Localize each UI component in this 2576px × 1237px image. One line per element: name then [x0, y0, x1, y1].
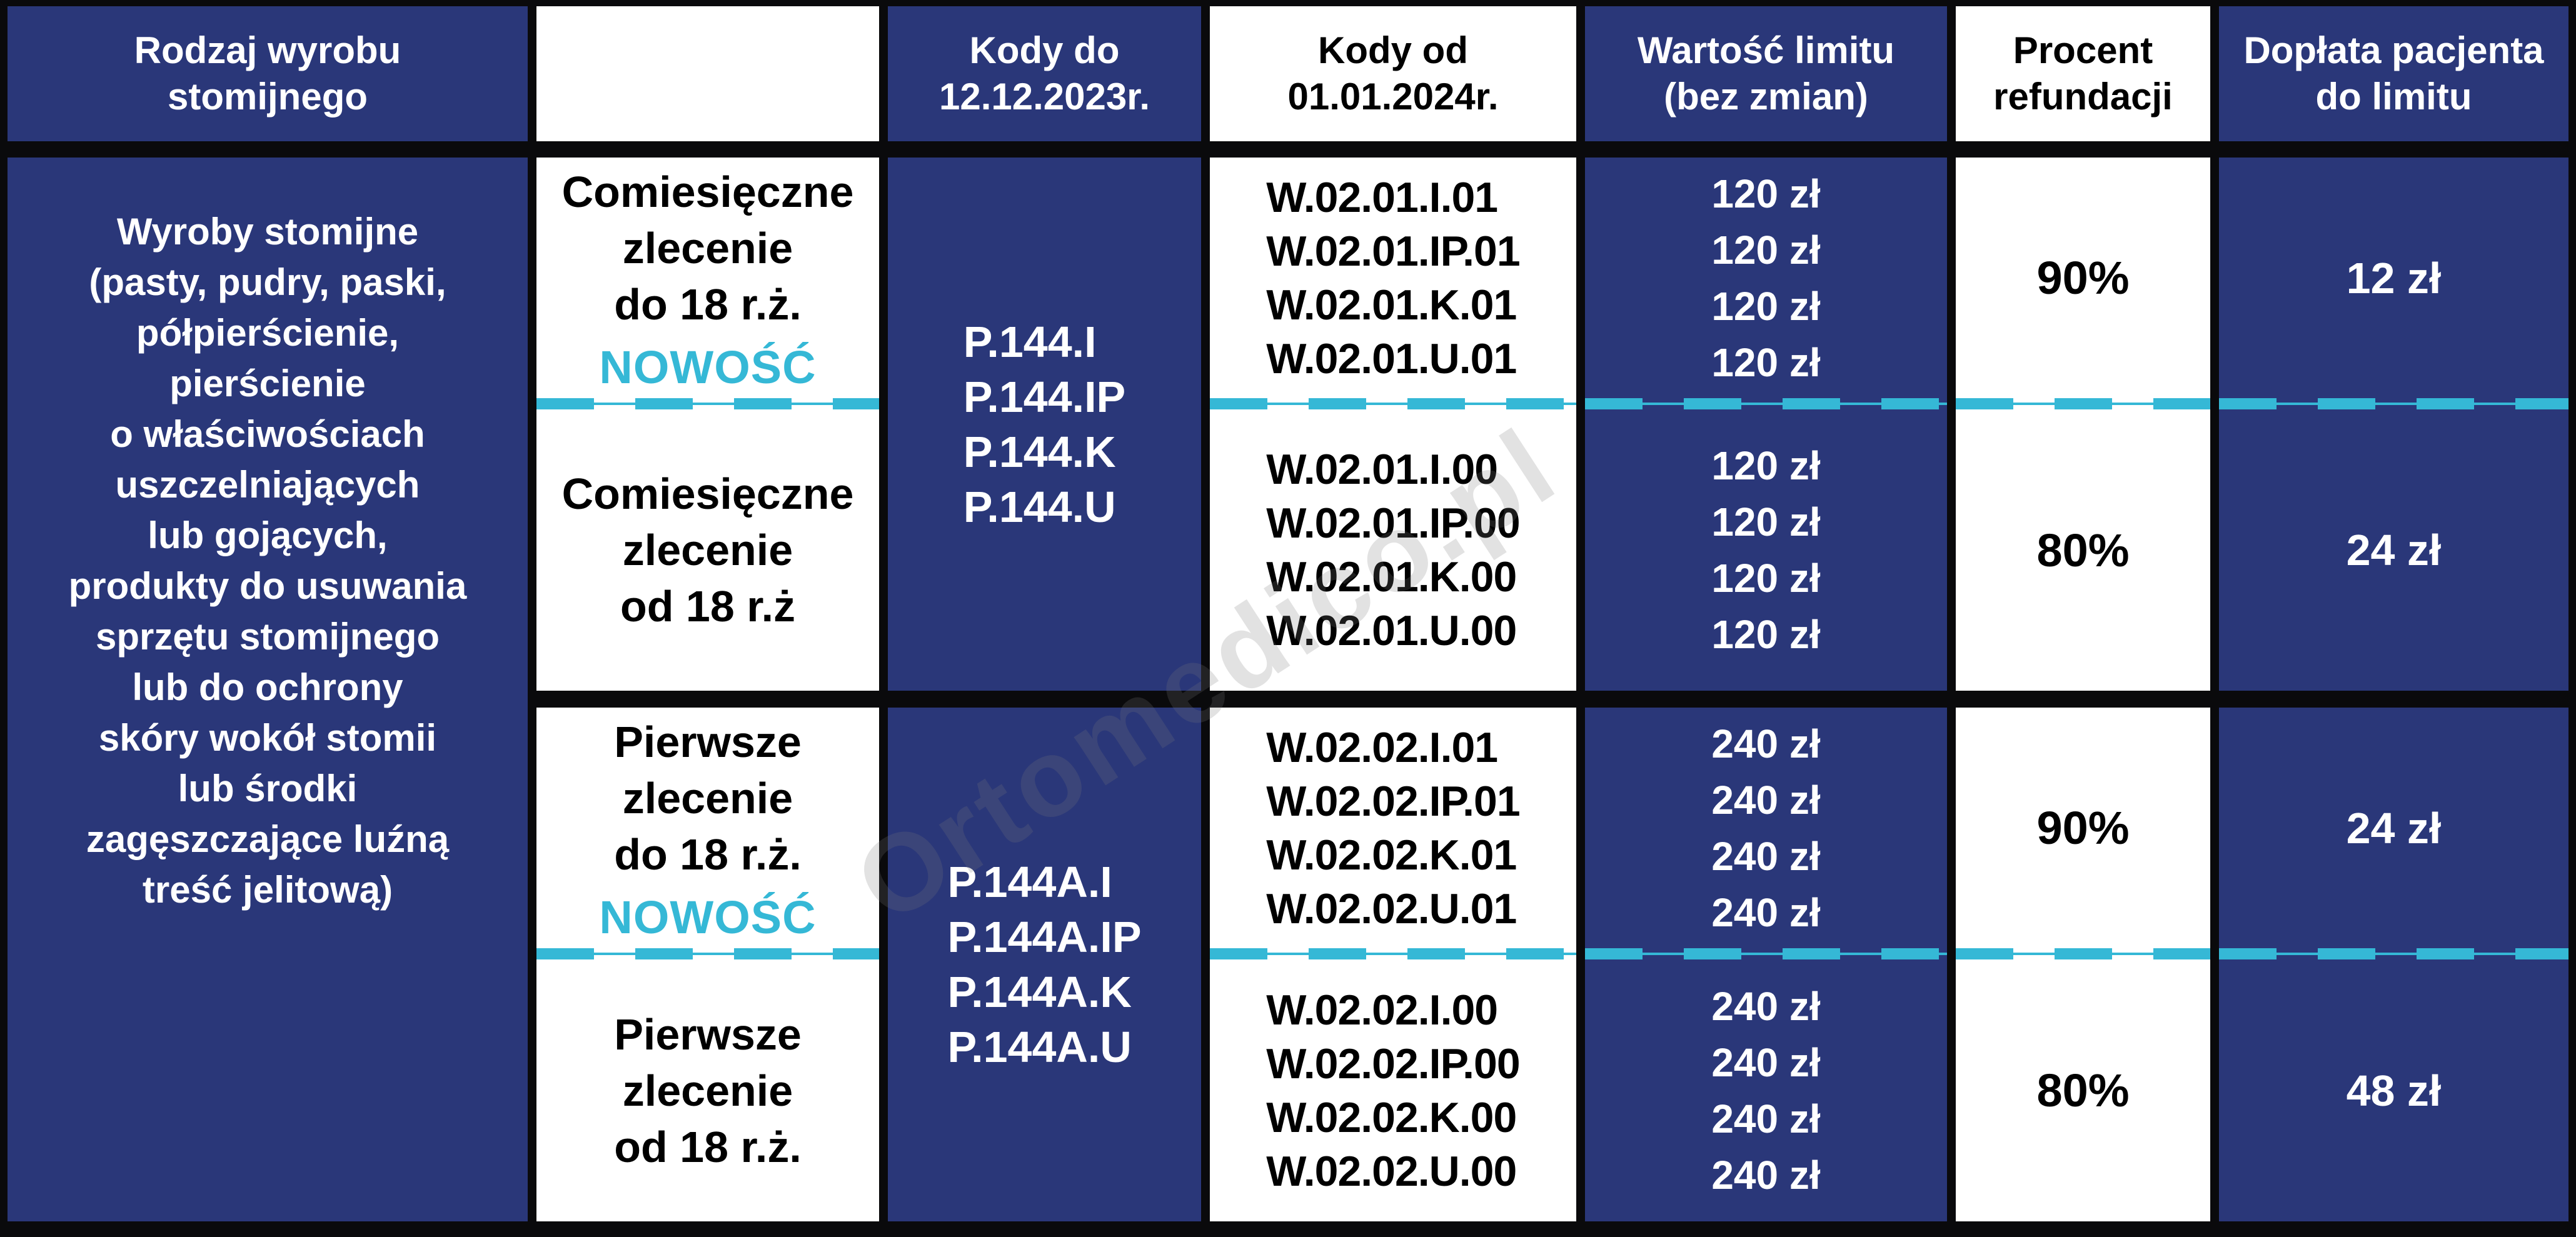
codes-old-band-2: P.144A.I P.144A.IP P.144A.K P.144A.U — [888, 708, 1201, 1221]
copay-value: 12 zł — [2346, 253, 2442, 303]
order-text: Comiesięczne zlecenie od 18 r.ż — [561, 469, 854, 631]
refund-value: 80% — [2036, 1064, 2130, 1116]
copay-band-2: 24 zł 48 zł — [2219, 708, 2568, 1221]
header-codes-old: Kody do 12.12.2023r. — [888, 6, 1201, 141]
dashed-divider — [2219, 398, 2568, 409]
order-text: Comiesięczne zlecenie do 18 r.ż. — [561, 167, 854, 329]
limit-values: 240 zł 240 zł 240 zł 240 zł — [1711, 983, 1821, 1198]
dashed-divider — [536, 948, 879, 959]
dashed-divider — [2219, 948, 2568, 959]
codes-new-band-1: W.02.01.I.01 W.02.01.IP.01 W.02.01.K.01 … — [1210, 158, 1576, 691]
copay-row: 48 zł — [2219, 959, 2568, 1221]
order-row-monthly-over18: Comiesięczne zlecenie od 18 r.ż — [536, 409, 879, 691]
refund-value: 80% — [2036, 524, 2130, 576]
limit-row: 120 zł 120 zł 120 zł 120 zł — [1585, 409, 1947, 691]
codes-new-row: W.02.02.I.00 W.02.02.IP.00 W.02.02.K.00 … — [1210, 959, 1576, 1221]
refund-band-2: 90% 80% — [1956, 708, 2210, 1221]
refund-row: 80% — [1956, 409, 2210, 691]
header-codes-new: Kody od 01.01.2024r. — [1210, 6, 1576, 141]
limit-values: 120 zł 120 zł 120 zł 120 zł — [1711, 443, 1821, 657]
order-type-band-2: Pierwsze zlecenie do 18 r.ż. NOWOŚĆ Pier… — [536, 708, 879, 1221]
copay-row: 24 zł — [2219, 409, 2568, 691]
codes-old-text: P.144A.I P.144A.IP P.144A.K P.144A.U — [947, 858, 1142, 1071]
new-badge: NOWOŚĆ — [599, 891, 817, 943]
dashed-divider — [1956, 948, 2210, 959]
copay-value: 24 zł — [2346, 803, 2442, 853]
codes-old-text: P.144.I P.144.IP P.144.K P.144.U — [963, 317, 1126, 531]
codes-new-row: W.02.01.I.01 W.02.01.IP.01 W.02.01.K.01 … — [1210, 158, 1576, 398]
header-patient-copay: Dopłata pacjenta do limitu — [2219, 6, 2568, 141]
refund-band-1: 90% 80% — [1956, 158, 2210, 691]
product-type-cell: Wyroby stomijne (pasty, pudry, paski, pó… — [8, 158, 528, 1221]
refund-value: 90% — [2036, 252, 2130, 304]
codes-new-text: W.02.01.I.00 W.02.01.IP.00 W.02.01.K.00 … — [1266, 446, 1520, 654]
limit-row: 240 zł 240 zł 240 zł 240 zł — [1585, 708, 1947, 948]
limit-band-2: 240 zł 240 zł 240 zł 240 zł 240 zł 240 z… — [1585, 708, 1947, 1221]
new-badge: NOWOŚĆ — [599, 341, 817, 393]
codes-new-band-2: W.02.02.I.01 W.02.02.IP.01 W.02.02.K.01 … — [1210, 708, 1576, 1221]
codes-new-text: W.02.02.I.00 W.02.02.IP.00 W.02.02.K.00 … — [1266, 986, 1520, 1195]
dashed-divider — [1585, 398, 1947, 409]
dashed-divider — [1956, 398, 2210, 409]
limit-values: 240 zł 240 zł 240 zł 240 zł — [1711, 721, 1821, 935]
order-row-monthly-under18: Comiesięczne zlecenie do 18 r.ż. NOWOŚĆ — [536, 158, 879, 398]
codes-new-row: W.02.02.I.01 W.02.02.IP.01 W.02.02.K.01 … — [1210, 708, 1576, 948]
order-type-band-1: Comiesięczne zlecenie do 18 r.ż. NOWOŚĆ … — [536, 158, 879, 691]
limit-band-1: 120 zł 120 zł 120 zł 120 zł 120 zł 120 z… — [1585, 158, 1947, 691]
refund-row: 90% — [1956, 158, 2210, 398]
product-type-text: Wyroby stomijne (pasty, pudry, paski, pó… — [68, 211, 467, 911]
codes-new-text: W.02.02.I.01 W.02.02.IP.01 W.02.02.K.01 … — [1266, 723, 1520, 933]
limit-row: 120 zł 120 zł 120 zł 120 zł — [1585, 158, 1947, 398]
refund-row: 80% — [1956, 959, 2210, 1221]
order-row-first-over18: Pierwsze zlecenie od 18 r.ż. — [536, 959, 879, 1221]
header-order-type — [536, 6, 879, 141]
dashed-divider — [1210, 398, 1576, 409]
limit-row: 240 zł 240 zł 240 zł 240 zł — [1585, 959, 1947, 1221]
header-limit-value: Wartość limitu (bez zmian) — [1585, 6, 1947, 141]
dashed-divider — [1585, 948, 1947, 959]
dashed-divider — [1210, 948, 1576, 959]
copay-row: 12 zł — [2219, 158, 2568, 398]
refund-row: 90% — [1956, 708, 2210, 948]
refund-value: 90% — [2036, 802, 2130, 854]
order-text: Pierwsze zlecenie do 18 r.ż. — [614, 717, 802, 879]
copay-row: 24 zł — [2219, 708, 2568, 948]
header-product-type: Rodzaj wyrobu stomijnego — [8, 6, 528, 141]
header-refund-percent: Procent refundacji — [1956, 6, 2210, 141]
copay-band-1: 12 zł 24 zł — [2219, 158, 2568, 691]
dashed-divider — [536, 398, 879, 409]
codes-new-text: W.02.01.I.01 W.02.01.IP.01 W.02.01.K.01 … — [1266, 173, 1520, 383]
limit-values: 120 zł 120 zł 120 zł 120 zł — [1711, 171, 1821, 385]
codes-new-row: W.02.01.I.00 W.02.01.IP.00 W.02.01.K.00 … — [1210, 409, 1576, 691]
order-text: Pierwsze zlecenie od 18 r.ż. — [614, 1009, 802, 1171]
copay-value: 24 zł — [2346, 526, 2442, 574]
order-row-first-under18: Pierwsze zlecenie do 18 r.ż. NOWOŚĆ — [536, 708, 879, 948]
copay-value: 48 zł — [2346, 1066, 2442, 1115]
codes-old-band-1: P.144.I P.144.IP P.144.K P.144.U — [888, 158, 1201, 691]
